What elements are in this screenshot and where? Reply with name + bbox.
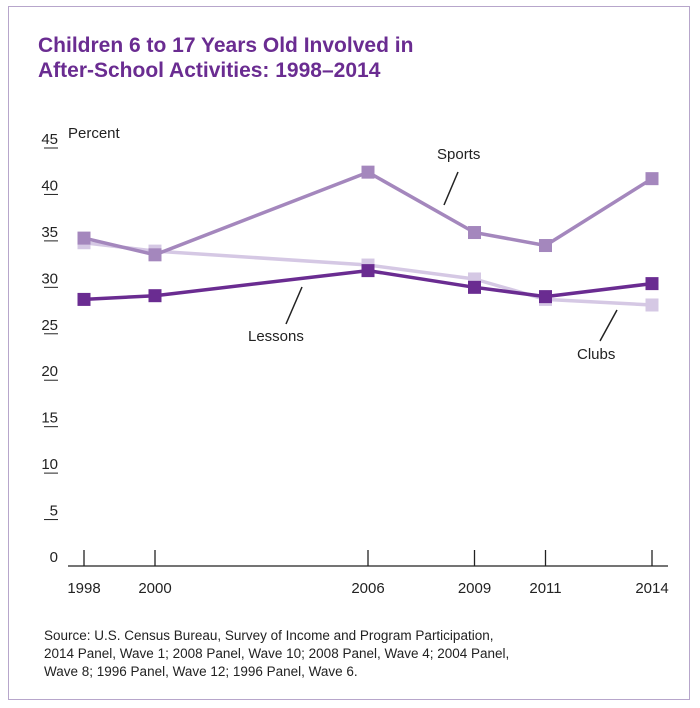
sports-point-1998 — [77, 231, 91, 245]
y-tick-label-15: 15 — [41, 410, 58, 427]
sports-point-2000 — [148, 248, 162, 262]
x-axis: 1998 2000 2006 2009 2011 2014 — [67, 550, 669, 597]
source-line-2: 2014 Panel, Wave 1; 2008 Panel, Wave 10;… — [44, 646, 510, 661]
lessons-point-2000 — [148, 289, 162, 303]
source-line-3: Wave 8; 1996 Panel, Wave 12; 1996 Panel,… — [44, 664, 358, 679]
sports-leader-line — [443, 171, 459, 206]
clubs-point-2014 — [645, 298, 659, 312]
lessons-point-2006 — [361, 264, 375, 278]
y-axis: 0 5 10 15 20 25 30 35 40 45 — [41, 131, 58, 566]
sports-point-2014 — [645, 172, 659, 186]
lessons-leader-line — [285, 286, 303, 325]
y-tick-label-25: 25 — [41, 317, 58, 334]
y-tick-label-20: 20 — [41, 363, 58, 380]
sports-point-2011 — [539, 239, 552, 253]
x-tick-label-2011: 2011 — [529, 580, 561, 597]
chart-title-line-2: After-School Activities: 1998–2014 — [38, 59, 381, 82]
source-note: Source: U.S. Census Bureau, Survey of In… — [44, 627, 644, 681]
x-tick-label-2000: 2000 — [138, 580, 171, 597]
lessons-point-2009 — [468, 280, 481, 294]
x-tick-label-2006: 2006 — [351, 580, 384, 597]
y-axis-label: Percent — [68, 125, 121, 142]
lessons-line — [83, 268, 653, 302]
x-tick-label-2009: 2009 — [458, 580, 491, 597]
clubs-leader-line — [599, 309, 618, 342]
sports-series-label: Sports — [437, 146, 480, 163]
y-tick-label-45: 45 — [41, 131, 58, 148]
series-group — [77, 165, 659, 312]
lessons-point-1998 — [77, 292, 91, 306]
y-tick-label-40: 40 — [41, 177, 58, 194]
chart-frame — [8, 6, 690, 700]
source-line-1: Source: U.S. Census Bureau, Survey of In… — [44, 628, 494, 643]
y-tick-label-0: 0 — [50, 549, 58, 566]
x-tick-label-1998: 1998 — [67, 580, 100, 597]
lessons-point-2014 — [645, 277, 659, 291]
chart-title: Children 6 to 17 Years Old Involved in A… — [38, 33, 598, 83]
y-tick-label-10: 10 — [41, 456, 58, 473]
clubs-line — [83, 240, 653, 307]
lessons-point-2011 — [539, 290, 552, 304]
chart-title-line-1: Children 6 to 17 Years Old Involved in — [38, 34, 414, 57]
clubs-series-label: Clubs — [577, 346, 615, 363]
y-tick-label-35: 35 — [41, 224, 58, 241]
lessons-series-label: Lessons — [248, 328, 304, 345]
sports-line — [83, 170, 653, 257]
sports-point-2006 — [361, 165, 375, 179]
sports-point-2009 — [468, 226, 481, 240]
x-tick-label-2014: 2014 — [635, 580, 668, 597]
series-labels: Sports Lessons Clubs — [248, 146, 618, 363]
y-tick-label-30: 30 — [41, 270, 58, 287]
y-tick-label-5: 5 — [50, 503, 58, 520]
